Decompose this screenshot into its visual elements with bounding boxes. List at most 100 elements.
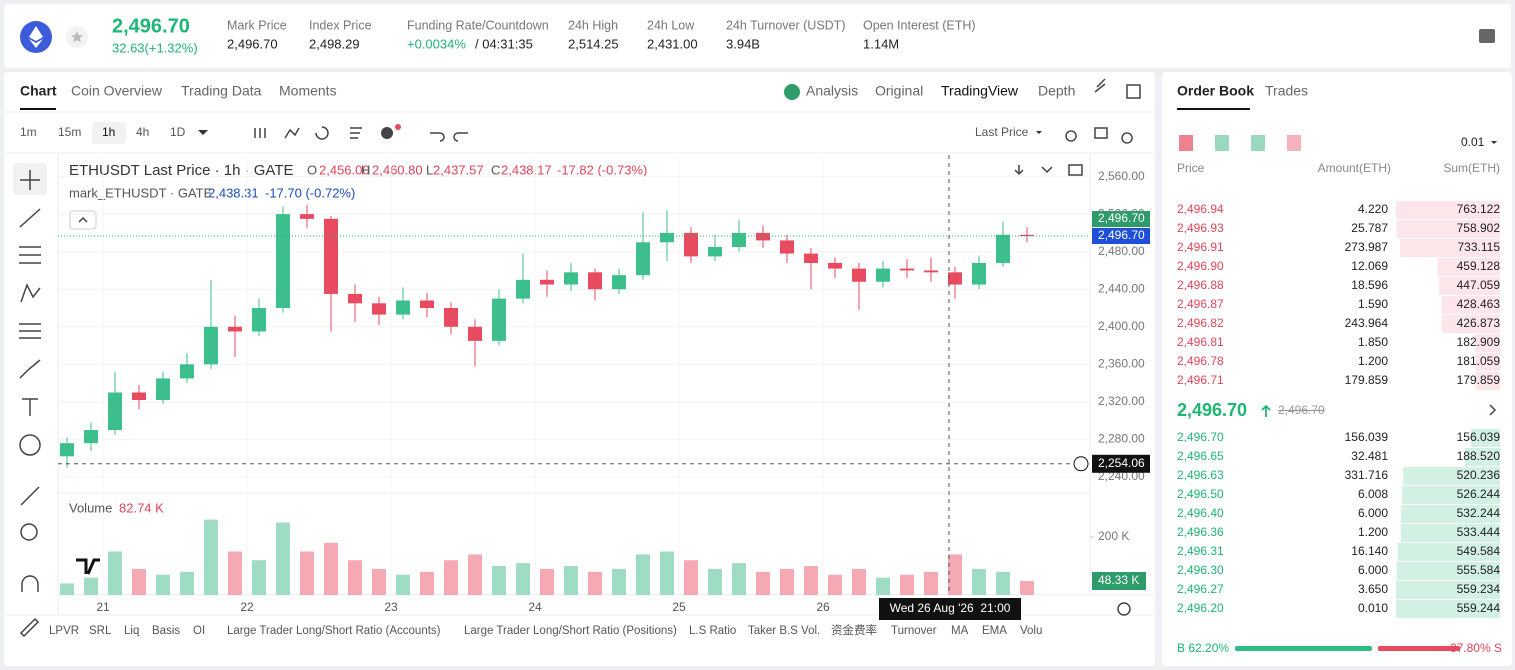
view-tab[interactable]: Original: [875, 83, 923, 99]
y-tick-label: 2,320.00: [1098, 394, 1145, 408]
interval[interactable]: 15m: [58, 125, 81, 139]
ob-view-asks[interactable]: [1287, 135, 1301, 151]
volume-bar: [924, 571, 938, 595]
stat-value: 2,498.29: [309, 36, 360, 51]
depth-bar: [1464, 448, 1500, 466]
volume-bar: [900, 574, 914, 595]
magnet-tool[interactable]: [21, 575, 39, 592]
stat-value: 3.94B: [726, 36, 760, 51]
volume-value: 82.74 K: [119, 500, 164, 515]
x-tick-label: 26: [816, 600, 830, 614]
candle-body: [492, 298, 506, 341]
projection-tool[interactable]: [19, 323, 41, 339]
view-tab[interactable]: Analysis: [806, 83, 858, 99]
indicator[interactable]: 资金费率: [831, 623, 877, 637]
ob-tab[interactable]: Order Book: [1177, 83, 1254, 99]
ruler-tool[interactable]: [20, 486, 40, 506]
fib-tool[interactable]: [19, 246, 41, 264]
indicator[interactable]: Large Trader Long/Short Ratio (Accounts): [227, 625, 441, 637]
view-tab[interactable]: TradingView: [941, 83, 1019, 99]
volume-bar: [60, 583, 74, 595]
view-tab[interactable]: Depth: [1038, 83, 1075, 99]
chart-tab[interactable]: Moments: [279, 83, 337, 99]
ob-price: 2,496.88: [1177, 278, 1224, 292]
ob-amount: 0.010: [1358, 601, 1388, 615]
indicator-add[interactable]: [381, 127, 393, 139]
indicator[interactable]: OI: [193, 625, 205, 637]
emoji-tool[interactable]: [19, 434, 41, 456]
volume-bar: [444, 560, 458, 595]
ob-view-split[interactable]: [1251, 135, 1265, 151]
indicator[interactable]: Turnover: [891, 625, 937, 637]
indicator[interactable]: EMA: [982, 625, 1007, 637]
chart-tab[interactable]: Chart: [20, 83, 57, 99]
candle-body: [468, 326, 482, 341]
volume-bar: [684, 560, 698, 595]
indicator[interactable]: SRL: [89, 625, 112, 637]
volume-bar: [348, 560, 362, 595]
volume-bar: [636, 554, 650, 595]
volume-bar: [300, 551, 314, 595]
chevron: [78, 216, 88, 223]
candle-body: [708, 246, 722, 257]
header-icon[interactable]: [1479, 29, 1495, 43]
indicator[interactable]: Volu: [1020, 625, 1042, 637]
indicator-bar: LPVR SRL Liq Basis OI Large Trader Long/Short…: [49, 623, 1042, 637]
chart-tab[interactable]: Coin Overview: [71, 83, 163, 99]
interval[interactable]: 4h: [136, 125, 149, 139]
zoom-tool[interactable]: [20, 523, 38, 541]
trend-tool[interactable]: [19, 208, 41, 228]
legend-title: ETHUSDT Last Price · 1h · GATE: [69, 162, 294, 179]
toolbar-icons[interactable]: [254, 126, 1133, 144]
ob-view-both[interactable]: [1179, 135, 1193, 151]
text-tool[interactable]: [22, 398, 38, 416]
indicator[interactable]: L.S Ratio: [689, 625, 736, 637]
interval[interactable]: 1h: [102, 125, 115, 139]
indicator[interactable]: Liq: [124, 625, 139, 637]
volume-bar: [228, 551, 242, 595]
collapse-legend[interactable]: [69, 210, 97, 230]
chart-tab[interactable]: Trading Data: [181, 83, 262, 99]
indicator[interactable]: Large Trader Long/Short Ratio (Positions…: [464, 625, 677, 637]
interval[interactable]: 1m: [20, 125, 37, 139]
stat-label: 24h Turnover (USDT): [726, 18, 845, 32]
indicator[interactable]: MA: [951, 625, 969, 637]
volume-bar: [780, 568, 794, 595]
ob-tab[interactable]: Trades: [1265, 83, 1308, 99]
volume-badge: [1092, 571, 1146, 590]
price-source[interactable]: Last Price: [975, 125, 1029, 139]
candle-body: [1020, 234, 1034, 237]
mark-price-label: 2,496.70: [1098, 228, 1145, 242]
indicator[interactable]: Taker B.S Vol.: [748, 625, 820, 637]
candle-body: [852, 268, 866, 282]
y-tick-label: 2,400.00: [1098, 319, 1145, 333]
brush-tool[interactable]: [19, 359, 41, 379]
expand-arrow[interactable]: [1489, 404, 1497, 416]
settings-icon[interactable]: [1117, 602, 1131, 616]
ob-view-bids[interactable]: [1215, 135, 1229, 151]
buy-ratio: B 62.20%: [1177, 641, 1229, 655]
stat-value: 2,496.70: [227, 36, 278, 51]
crosshair-add[interactable]: [1073, 456, 1089, 472]
tv-mark: [76, 558, 100, 575]
indicator[interactable]: LPVR: [49, 625, 79, 637]
last-price: 2,496.70: [112, 15, 190, 37]
volume-bar: [708, 568, 722, 595]
ob-tick[interactable]: 0.01: [1461, 135, 1485, 149]
volume-bar: [876, 577, 890, 595]
crosshair-tool[interactable]: [20, 170, 40, 190]
volume-bar: [540, 568, 554, 595]
pencil-tool[interactable]: [19, 617, 40, 638]
legend-ohlc: 2,438.17: [501, 162, 552, 177]
depth-bar: [1402, 486, 1500, 504]
pattern-tool[interactable]: [20, 283, 41, 303]
volume-bar: [492, 566, 506, 595]
ob-amount: 243.964: [1345, 316, 1389, 330]
volume-bar: [372, 568, 386, 595]
ob-price: 2,496.50: [1177, 487, 1224, 501]
indicator[interactable]: Basis: [152, 625, 180, 637]
header-panel: [4, 4, 1511, 68]
ob-amount: 6.000: [1358, 563, 1388, 577]
panel-icons[interactable]: [1014, 78, 1493, 176]
interval[interactable]: 1D: [170, 125, 186, 139]
